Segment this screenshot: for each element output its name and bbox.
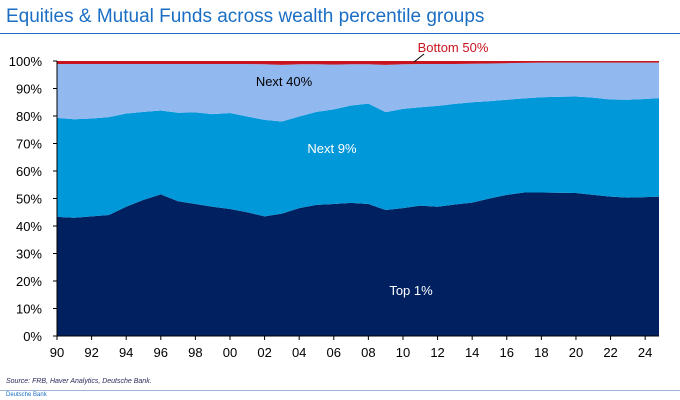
x-tick-label: 92 xyxy=(84,345,98,360)
x-tick-label: 10 xyxy=(396,345,410,360)
area-next-9 xyxy=(57,96,659,218)
x-tick-label: 20 xyxy=(569,345,583,360)
y-tick-label: 40% xyxy=(16,219,42,234)
footer-rule xyxy=(0,390,680,391)
y-tick-label: 50% xyxy=(16,192,42,207)
x-axis: 90 92 94 96 98 00 02 04 06 08 10 12 14 16 18 20 22 24 xyxy=(50,335,659,360)
y-tick-label: 80% xyxy=(16,109,42,124)
x-tick-label: 90 xyxy=(50,345,64,360)
area-layers xyxy=(57,61,659,336)
area-top-1 xyxy=(57,192,659,336)
y-tick-label: 20% xyxy=(16,274,42,289)
label-top-1: Top 1% xyxy=(389,283,433,298)
x-tick-label: 22 xyxy=(603,345,617,360)
brand-logo-text: Deutsche Bank xyxy=(6,392,47,398)
title-rule xyxy=(0,33,680,34)
label-bottom-50: Bottom 50% xyxy=(418,40,489,55)
chart-title: Equities & Mutual Funds across wealth pe… xyxy=(6,6,485,27)
x-tick-label: 18 xyxy=(534,345,548,360)
x-tick-label: 98 xyxy=(188,345,202,360)
x-tick-label: 00 xyxy=(223,345,237,360)
y-tick-label: 30% xyxy=(16,247,42,262)
x-tick-label: 14 xyxy=(465,345,479,360)
y-tick-label: 0% xyxy=(23,329,42,344)
x-tick-label: 94 xyxy=(119,345,133,360)
y-tick-label: 70% xyxy=(16,137,42,152)
y-axis: 0% 10% 20% 30% 40% 50% 60% 70% 80% 90% 100% xyxy=(9,54,58,344)
x-tick-label: 96 xyxy=(154,345,168,360)
area-bottom-50 xyxy=(57,61,659,65)
label-next-40: Next 40% xyxy=(256,74,313,89)
x-tick-label: 24 xyxy=(638,345,652,360)
x-tick-label: 08 xyxy=(361,345,375,360)
y-tick-label: 60% xyxy=(16,164,42,179)
bottom-50-callout-line xyxy=(413,53,425,63)
y-tick-label: 100% xyxy=(9,54,43,69)
area-next-40 xyxy=(57,62,659,122)
label-next-9: Next 9% xyxy=(307,141,357,156)
x-tick-label: 02 xyxy=(257,345,271,360)
x-tick-label: 12 xyxy=(430,345,444,360)
x-tick-label: 06 xyxy=(327,345,341,360)
series-labels: Top 1% Next 9% Next 40% Bottom 50% xyxy=(256,40,489,298)
source-note: Source: FRB, Haver Analytics, Deutsche B… xyxy=(6,378,152,385)
x-tick-label: 04 xyxy=(292,345,306,360)
x-tick-label: 16 xyxy=(500,345,514,360)
y-tick-label: 90% xyxy=(16,82,42,97)
y-tick-label: 10% xyxy=(16,302,42,317)
